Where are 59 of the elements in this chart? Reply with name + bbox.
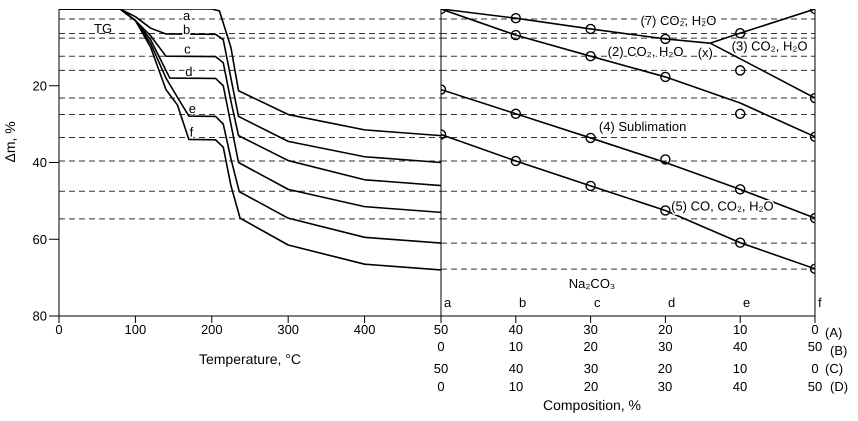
text: f (818, 295, 822, 310)
annotation: a (444, 295, 452, 310)
text: (C) (825, 361, 844, 376)
text: 10 (508, 379, 524, 394)
x-tick-label: 300 (277, 322, 300, 338)
annotation: (3) CO₂, H₂O (732, 38, 808, 54)
text: TG (94, 21, 112, 36)
annotation: (4) Sublimation (598, 118, 686, 134)
text: 0 (811, 361, 819, 376)
x-tick-label: 20 (658, 322, 673, 338)
y-tick-label: 20 (32, 78, 47, 94)
y-tick-label: 40 (32, 155, 47, 170)
text: 0 (437, 379, 445, 394)
text: 50 (434, 361, 448, 376)
text: 20 (658, 361, 672, 376)
text: 30 (584, 361, 598, 376)
text: 50 (808, 379, 822, 394)
x-axis-title: Temperature, °C (198, 351, 302, 367)
x-tick-label: 400 (354, 322, 376, 338)
x-tick-label: 50 (434, 322, 448, 338)
x-tick-label: 0 (55, 322, 63, 338)
x2-tick-label: 50 (808, 339, 822, 354)
x2-tick-label: 20 (583, 339, 598, 354)
x2-tick-label: 0 (437, 339, 445, 354)
x2-tick-label: 40 (732, 339, 748, 354)
text: (B) (830, 343, 848, 358)
x-tick-label: 100 (124, 322, 146, 338)
x-tick-label: 30 (583, 322, 598, 338)
annotation: b (182, 22, 190, 38)
text: 40 (508, 361, 524, 376)
y-axis-title: Δm, % (2, 121, 18, 162)
annotation: (5) CO, CO₂, H₂O (671, 198, 774, 214)
x-tick-label: 40 (508, 322, 524, 338)
annotation: (x) (698, 45, 713, 60)
text: (D) (830, 379, 848, 394)
x-tick-label: 200 (200, 322, 223, 338)
y-tick-label: 80 (32, 308, 47, 324)
annotation: Na₂CO₃ (568, 276, 616, 291)
text: 20 (584, 379, 598, 394)
text: 30 (658, 379, 672, 394)
annotation: d (185, 64, 192, 80)
x2-tick-label: 10 (508, 339, 524, 354)
x-axis-title: Composition, % (542, 397, 642, 413)
annotation: d (668, 295, 676, 310)
annotation: e (188, 101, 196, 116)
annotation: b (519, 295, 526, 310)
text: 10 (732, 361, 748, 376)
annotation: (2) CO₂, H₂O (608, 44, 684, 60)
x-tick-label: 0 (811, 322, 819, 338)
x-tick-label: 10 (732, 322, 748, 338)
annotation: c (594, 295, 601, 310)
y-tick-label: 60 (32, 232, 47, 247)
annotation: c (184, 41, 192, 56)
text: (A) (825, 325, 842, 340)
annotation: f (190, 124, 194, 140)
annotation: a (182, 8, 191, 23)
text: 40 (732, 379, 748, 394)
x2-tick-label: 30 (658, 339, 673, 354)
annotation: e (743, 295, 750, 310)
